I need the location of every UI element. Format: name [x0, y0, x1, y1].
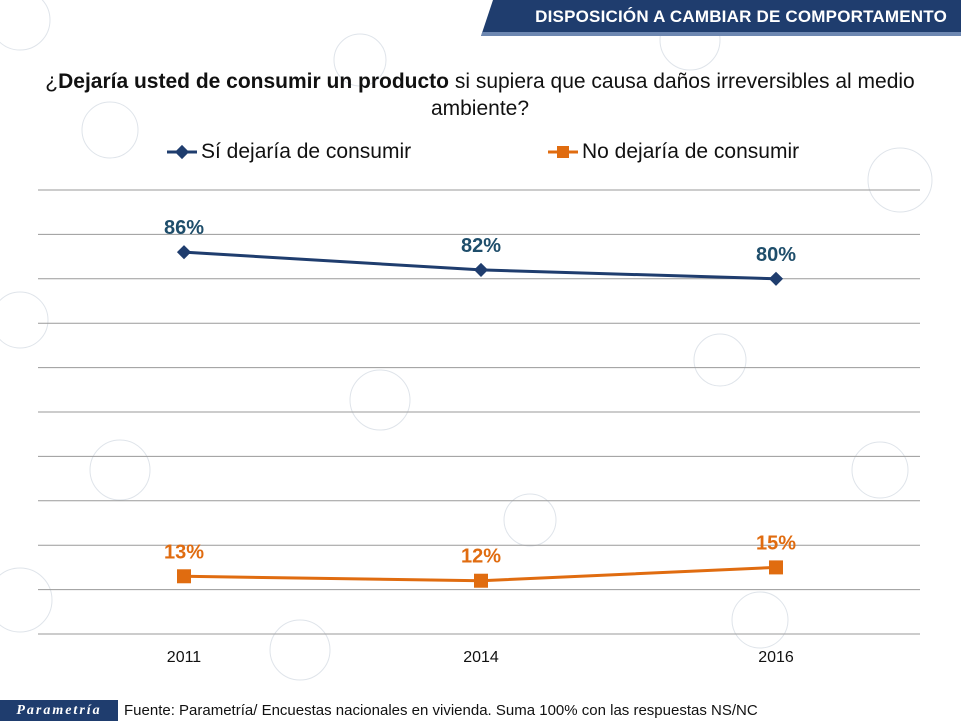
legend-marker-diamond — [167, 144, 197, 160]
header-title: DISPOSICIÓN A CAMBIAR DE COMPORTAMENTO — [535, 7, 947, 26]
question-bold: Dejaría usted de consumir un producto — [58, 70, 449, 93]
question-rest: si supiera que causa daños irreversibles… — [430, 70, 915, 120]
legend-label-si: Sí dejaría de consumir — [201, 140, 412, 163]
data-point — [177, 569, 191, 584]
legend-item-no: No dejaría de consumir — [548, 140, 799, 164]
data-point — [474, 573, 488, 588]
question-prefix: ¿ — [45, 70, 59, 93]
data-point — [176, 245, 192, 260]
chart-legend: Sí dejaría de consumir No dejaría de con… — [0, 140, 961, 170]
legend-item-si: Sí dejaría de consumir — [167, 140, 411, 164]
legend-marker-square — [548, 146, 578, 158]
parametria-logo: Parametría — [0, 700, 118, 721]
data-label: 80% — [756, 244, 796, 266]
data-label: 12% — [461, 546, 501, 568]
data-point — [768, 271, 784, 286]
data-point — [473, 262, 489, 277]
legend-label-no: No dejaría de consumir — [582, 140, 800, 163]
header-accent-line — [481, 32, 961, 36]
data-label: 13% — [164, 541, 204, 563]
header-band — [481, 0, 961, 36]
data-label: 15% — [756, 532, 796, 554]
x-tick-label: 2016 — [758, 649, 794, 666]
data-label: 86% — [164, 217, 204, 239]
data-label: 82% — [461, 235, 501, 257]
survey-question: ¿Dejaría usted de consumir un producto s… — [30, 68, 930, 122]
data-point — [769, 560, 783, 575]
source-note: Fuente: Parametría/ Encuestas nacionales… — [124, 702, 758, 719]
x-tick-label: 2014 — [463, 649, 499, 666]
x-tick-label: 2011 — [167, 649, 202, 666]
